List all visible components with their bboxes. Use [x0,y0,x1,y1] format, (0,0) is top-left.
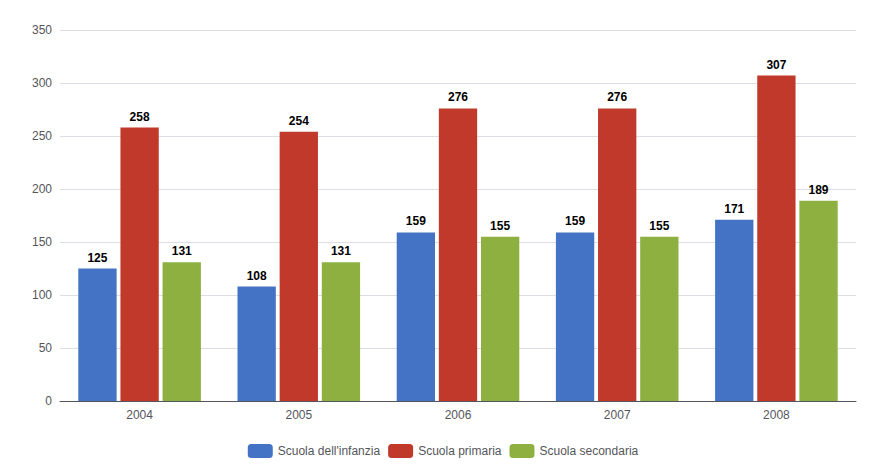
svg-text:108: 108 [247,269,267,283]
svg-text:131: 131 [331,244,351,258]
svg-text:254: 254 [289,114,309,128]
svg-text:2006: 2006 [445,408,472,422]
svg-text:300: 300 [32,76,52,90]
svg-text:189: 189 [809,183,829,197]
svg-text:150: 150 [32,235,52,249]
svg-text:155: 155 [649,219,669,233]
svg-text:Scuola dell'infanzia: Scuola dell'infanzia [278,444,381,458]
svg-text:2005: 2005 [285,408,312,422]
svg-text:171: 171 [724,202,744,216]
svg-text:155: 155 [490,219,510,233]
svg-text:159: 159 [406,214,426,228]
svg-text:125: 125 [87,251,107,265]
svg-text:2007: 2007 [604,408,631,422]
svg-text:258: 258 [130,110,150,124]
svg-text:307: 307 [766,58,786,72]
svg-text:131: 131 [172,244,192,258]
svg-text:Scuola primaria: Scuola primaria [418,444,502,458]
svg-text:50: 50 [39,341,53,355]
svg-text:276: 276 [607,90,627,104]
svg-text:159: 159 [565,214,585,228]
svg-text:200: 200 [32,182,52,196]
svg-text:100: 100 [32,288,52,302]
svg-text:2008: 2008 [763,408,790,422]
svg-text:0: 0 [45,394,52,408]
svg-text:276: 276 [448,90,468,104]
svg-text:250: 250 [32,129,52,143]
svg-text:Scuola secondaria: Scuola secondaria [539,444,638,458]
svg-text:350: 350 [32,23,52,37]
svg-text:2004: 2004 [126,408,153,422]
